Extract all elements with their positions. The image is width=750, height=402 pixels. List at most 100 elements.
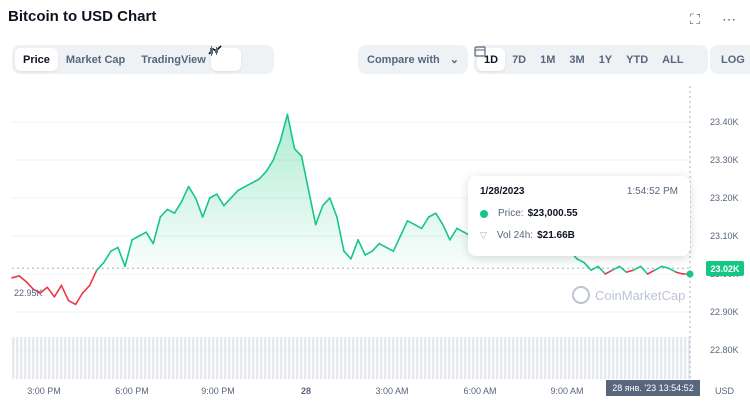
- price-line-segment: [442, 223, 451, 241]
- volume-bar: [368, 337, 371, 379]
- volume-bar: [412, 337, 415, 379]
- volume-bar: [392, 337, 395, 379]
- range-1m[interactable]: 1M: [540, 53, 556, 66]
- volume-bar: [488, 337, 491, 379]
- price-line-segment: [67, 299, 77, 306]
- volume-bar: [328, 337, 331, 379]
- volume-bar: [456, 337, 459, 379]
- price-line-segment: [60, 284, 70, 302]
- price-line-segment: [364, 250, 373, 256]
- price-line-segment: [590, 265, 599, 272]
- price-line-segment: [660, 265, 670, 270]
- volume-bar: [28, 337, 31, 379]
- volume-bar: [224, 337, 227, 379]
- volume-bar: [688, 337, 691, 379]
- x-tick-label: 9:00 AM: [550, 386, 583, 396]
- range-all[interactable]: ALL: [662, 53, 684, 66]
- volume-bar: [248, 337, 251, 379]
- price-line-segment: [258, 170, 268, 180]
- volume-bar: [348, 337, 351, 379]
- volume-bar: [92, 337, 95, 379]
- y-tick-label: 23.10K: [710, 231, 739, 241]
- volume-bar: [140, 337, 143, 379]
- volume-bar: [12, 337, 15, 379]
- range-ytd[interactable]: YTD: [626, 53, 649, 66]
- volume-bar: [600, 337, 603, 379]
- range-3m[interactable]: 3M: [569, 53, 585, 66]
- volume-bar: [16, 337, 19, 379]
- more-options-icon[interactable]: ⋯: [722, 10, 736, 27]
- price-line-segment: [159, 208, 169, 218]
- crosshair-date-tag: 28 янв. '23 13:54:52: [606, 380, 700, 396]
- volume-bar: [116, 337, 119, 379]
- volume-bar: [24, 337, 27, 379]
- fullscreen-icon[interactable]: ⛶: [690, 10, 700, 27]
- price-line-segment: [53, 284, 63, 298]
- volume-bar: [72, 337, 75, 379]
- volume-bar: [192, 337, 195, 379]
- price-line-segment: [103, 250, 112, 264]
- volume-bar: [136, 337, 139, 379]
- price-line-segment: [413, 223, 423, 230]
- volume-bar: [484, 337, 487, 379]
- volume-bar: [76, 337, 79, 379]
- volume-bar: [492, 337, 495, 379]
- volume-bar: [620, 337, 623, 379]
- price-line-segment: [272, 140, 282, 161]
- tab-price[interactable]: Price: [15, 48, 58, 71]
- volume-bar: [252, 337, 255, 379]
- volume-bar: [616, 337, 619, 379]
- price-line-segment: [343, 250, 352, 260]
- price-line-segment: [314, 204, 324, 226]
- price-line-segment: [668, 267, 677, 273]
- price-line-segment: [244, 182, 253, 188]
- y-tick-label: 22.90K: [710, 307, 739, 317]
- price-line-segment: [39, 286, 49, 294]
- chart-tabs: Price Market Cap TradingView: [12, 45, 217, 74]
- volume-bar: [284, 337, 287, 379]
- price-line-segment: [187, 185, 197, 199]
- volume-bar: [536, 337, 539, 379]
- volume-icon: ▽: [480, 230, 487, 240]
- price-line-segment: [32, 288, 42, 294]
- volume-bar: [664, 337, 667, 379]
- candlestick-icon[interactable]: [210, 46, 271, 71]
- last-point: [686, 270, 694, 278]
- tab-tradingview[interactable]: TradingView: [141, 53, 206, 66]
- volume-bar: [124, 337, 127, 379]
- price-line-segment: [675, 271, 684, 275]
- calendar-icon[interactable]: [474, 46, 705, 71]
- price-line-segment: [230, 189, 239, 199]
- low-price-label: 22.95K: [14, 288, 43, 298]
- volume-bar: [204, 337, 207, 379]
- volume-bar: [408, 337, 411, 379]
- volume-bar: [164, 337, 167, 379]
- page-title: Bitcoin to USD Chart: [8, 8, 157, 25]
- volume-bar: [276, 337, 279, 379]
- volume-bar: [48, 337, 51, 379]
- volume-bar: [356, 337, 359, 379]
- price-line-segment: [194, 197, 204, 218]
- volume-bar: [604, 337, 607, 379]
- volume-bar: [180, 337, 183, 379]
- tab-market-cap[interactable]: Market Cap: [65, 53, 126, 66]
- price-line-segment: [74, 292, 84, 306]
- volume-bar: [344, 337, 347, 379]
- x-tick-label: 6:00 PM: [115, 386, 149, 396]
- volume-bar: [680, 337, 683, 379]
- volume-bar: [232, 337, 235, 379]
- price-line-segment: [392, 235, 402, 252]
- volume-bar: [152, 337, 155, 379]
- compare-with-dropdown[interactable]: Compare with ⌄: [358, 45, 468, 74]
- log-button[interactable]: LOG: [721, 53, 745, 66]
- price-line-segment: [145, 231, 155, 245]
- price-line-segment: [378, 242, 388, 249]
- volume-bar: [316, 337, 319, 379]
- range-1d[interactable]: 1D: [477, 48, 506, 71]
- range-7d[interactable]: 7D: [512, 53, 527, 66]
- range-1y[interactable]: 1Y: [598, 53, 613, 66]
- volume-bar: [56, 337, 59, 379]
- volume-bar: [300, 337, 303, 379]
- x-tick-label: 9:00 PM: [201, 386, 235, 396]
